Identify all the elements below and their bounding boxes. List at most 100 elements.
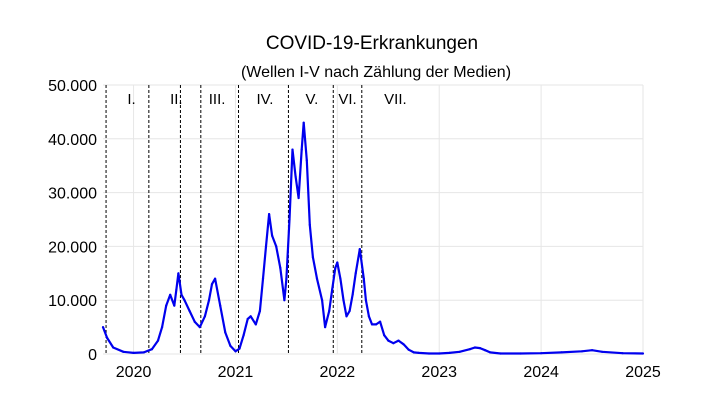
data-point [334,266,337,269]
data-point [285,277,288,280]
data-point [387,339,390,342]
data-point [300,148,303,151]
data-point [311,256,314,259]
data-point [101,326,105,329]
data-point [275,245,278,248]
data-point [458,350,461,353]
data-point [397,339,400,342]
data-point [342,299,345,302]
data-point [473,346,476,349]
y-tick-label: 50.000 [48,78,97,95]
data-point [364,299,367,302]
data-point [242,334,245,337]
data-point [188,309,191,313]
data-point [161,326,164,329]
data-point [375,323,378,326]
data-point [246,317,249,321]
data-point [427,352,431,355]
data-point [258,309,261,313]
data-point [165,304,168,307]
data-point [112,346,115,349]
x-tick-label: 2024 [523,364,559,381]
y-tick-label: 0 [88,347,97,364]
series-group [101,121,645,355]
wave-label: VI. [338,91,356,108]
data-point [234,350,237,353]
data-point [362,277,365,280]
series-line [101,121,644,355]
data-point [383,334,386,337]
y-tick-label: 30.000 [48,186,97,203]
data-point [315,277,319,280]
y-tick-label: 40.000 [48,132,97,149]
data-point [641,352,645,355]
data-point [519,352,522,355]
data-point [305,159,308,162]
data-point [106,336,109,339]
data-point [348,309,351,313]
data-point [198,326,201,329]
wave-label: IV. [257,91,274,108]
wave-label: II. [170,91,183,108]
data-point [238,347,241,350]
data-point [412,351,415,354]
data-point [291,148,294,151]
data-point [183,299,186,302]
data-point [122,350,125,353]
x-tick-label: 2021 [218,364,254,381]
chart-title: COVID-19-Erkrankungen [266,33,478,54]
data-point [229,344,232,347]
data-point [336,261,339,264]
data-point [302,121,305,124]
data-point [308,223,311,226]
data-point [358,248,361,251]
data-point [345,315,348,318]
data-point [392,342,395,345]
data-point [156,339,160,342]
wave-label: VII. [384,91,407,108]
data-point [175,288,178,291]
data-point [132,351,135,354]
data-point [354,272,357,275]
data-point [370,323,374,326]
data-point [499,352,502,355]
data-point [331,288,334,291]
data-point [142,351,145,354]
data-point [321,299,324,302]
data-point [193,320,196,323]
data-point [180,293,183,296]
data-point [254,323,257,326]
wave-label: III. [209,91,226,108]
data-point [402,343,405,346]
wave-label: V. [305,91,318,108]
wave-labels: I. II. III. IV. V. VI. VII. [127,91,406,108]
data-point [224,331,227,334]
x-tick-label: 2023 [421,364,457,381]
data-point [214,277,217,280]
data-point [328,309,331,313]
x-tick-label: 2022 [320,364,356,381]
data-point [489,351,492,354]
data-point [150,348,153,351]
y-axis: 0 10.000 20.000 30.000 40.000 50.000 [48,78,97,364]
data-point [351,293,354,296]
data-point [203,315,206,318]
data-point [379,320,382,323]
data-point [448,351,451,354]
data-point [297,196,300,200]
data-point [279,266,282,269]
x-axis: 2020 2021 2022 2023 2024 2025 [116,364,661,381]
data-point [210,283,214,286]
data-point [367,315,370,318]
data-point [324,326,327,329]
data-point [177,272,180,275]
data-point [580,350,584,353]
data-point [621,352,624,355]
data-point [173,304,176,307]
data-point [294,175,297,178]
data-point [264,245,268,248]
data-point [249,315,252,318]
data-point [438,352,441,355]
wave-label: I. [127,91,135,108]
